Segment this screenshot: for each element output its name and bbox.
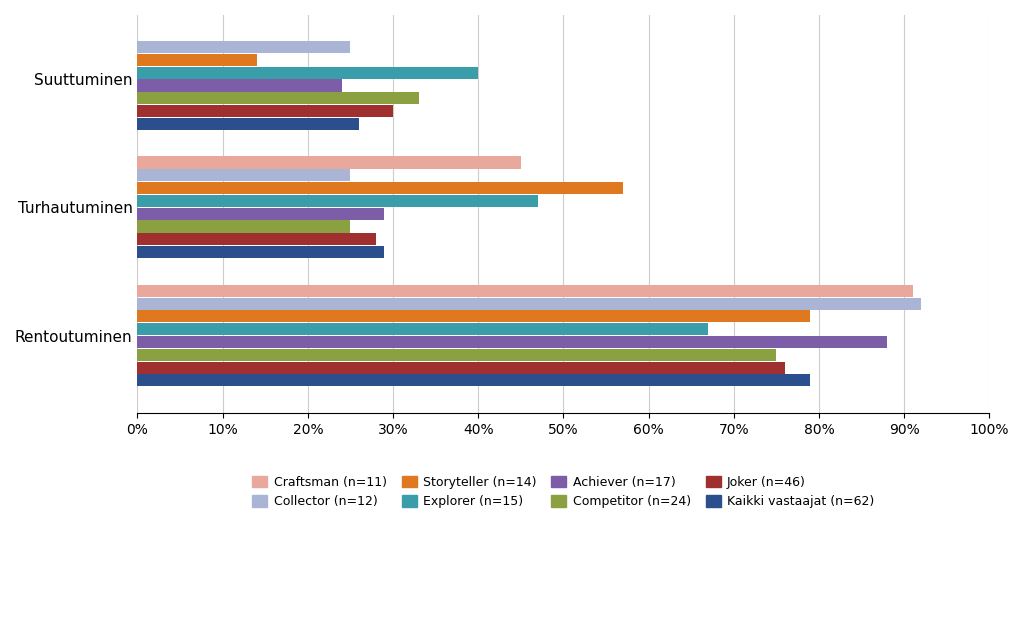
- Bar: [137, 92, 419, 104]
- Bar: [137, 310, 810, 322]
- Bar: [137, 349, 776, 361]
- Bar: [137, 323, 709, 335]
- Bar: [137, 105, 393, 117]
- Legend: Craftsman (n=11), Collector (n=12), Storyteller (n=14), Explorer (n=15), Achieve: Craftsman (n=11), Collector (n=12), Stor…: [248, 471, 880, 513]
- Bar: [137, 221, 350, 233]
- Bar: [137, 298, 922, 310]
- Bar: [137, 233, 376, 245]
- Bar: [137, 208, 384, 220]
- Bar: [137, 362, 784, 374]
- Bar: [137, 182, 623, 194]
- Bar: [137, 41, 350, 53]
- Bar: [137, 374, 810, 386]
- Bar: [137, 285, 912, 297]
- Bar: [137, 169, 350, 181]
- Bar: [137, 54, 257, 66]
- Bar: [137, 246, 384, 258]
- Bar: [137, 157, 521, 169]
- Bar: [137, 80, 342, 92]
- Bar: [137, 195, 538, 207]
- Bar: [137, 118, 359, 130]
- Bar: [137, 336, 887, 348]
- Bar: [137, 66, 478, 79]
